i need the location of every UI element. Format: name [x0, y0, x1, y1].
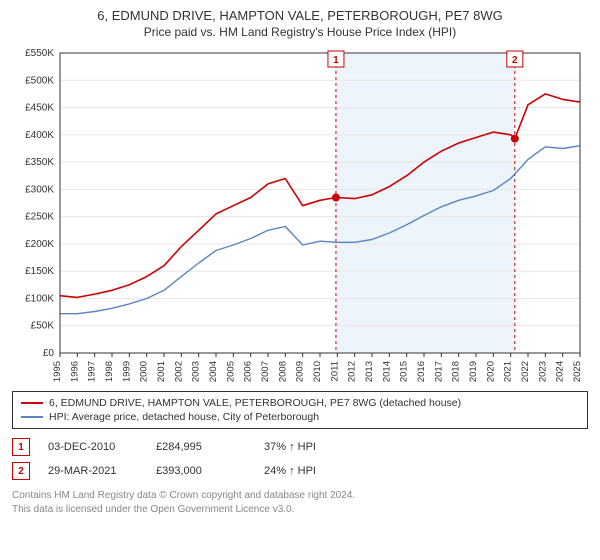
svg-text:2019: 2019 [468, 361, 479, 382]
svg-text:1998: 1998 [104, 361, 115, 382]
svg-text:£150K: £150K [25, 266, 54, 277]
svg-text:2003: 2003 [191, 361, 202, 382]
svg-text:£250K: £250K [25, 212, 54, 223]
svg-text:2022: 2022 [520, 361, 531, 382]
sale-pct: 37% ↑ HPI [264, 441, 324, 453]
chart-title: 6, EDMUND DRIVE, HAMPTON VALE, PETERBORO… [12, 8, 588, 23]
svg-text:1996: 1996 [69, 361, 80, 382]
sale-date: 29-MAR-2021 [48, 465, 138, 477]
sale-marker-icon: 1 [12, 438, 30, 456]
chart-area: £0 £50K £100K £150K £200K £250K £300K £350K £400… [12, 45, 588, 385]
arrow-up-icon: ↑ [289, 465, 295, 477]
sale-date: 03-DEC-2010 [48, 441, 138, 453]
svg-text:2012: 2012 [347, 361, 358, 382]
sale-marker-icon: 2 [12, 462, 30, 480]
sales-row: 2 29-MAR-2021 £393,000 24% ↑ HPI [12, 459, 588, 483]
footer-line: This data is licensed under the Open Gov… [12, 503, 588, 517]
svg-text:£0: £0 [43, 348, 55, 359]
legend-swatch [21, 402, 43, 404]
svg-text:£300K: £300K [25, 184, 54, 195]
svg-text:2002: 2002 [173, 361, 184, 382]
svg-text:2014: 2014 [381, 361, 392, 382]
legend-box: 6, EDMUND DRIVE, HAMPTON VALE, PETERBORO… [12, 391, 588, 429]
svg-text:£200K: £200K [25, 239, 54, 250]
svg-text:£50K: £50K [31, 321, 55, 332]
svg-text:2017: 2017 [433, 361, 444, 382]
svg-text:2001: 2001 [156, 361, 167, 382]
footer-attribution: Contains HM Land Registry data © Crown c… [12, 489, 588, 516]
svg-text:2004: 2004 [208, 361, 219, 382]
svg-text:£100K: £100K [25, 293, 54, 304]
svg-text:£450K: £450K [25, 103, 54, 114]
svg-text:2011: 2011 [329, 361, 340, 381]
line-chart-svg: £0 £50K £100K £150K £200K £250K £300K £350K £400… [12, 45, 588, 385]
legend-label: HPI: Average price, detached house, City… [49, 411, 319, 423]
sale-price: £284,995 [156, 441, 246, 453]
legend-item: 6, EDMUND DRIVE, HAMPTON VALE, PETERBORO… [21, 396, 579, 410]
svg-text:2018: 2018 [451, 361, 462, 382]
svg-text:1997: 1997 [87, 361, 98, 382]
svg-text:2009: 2009 [295, 361, 306, 382]
svg-text:1995: 1995 [52, 361, 63, 382]
svg-text:£400K: £400K [25, 130, 54, 141]
chart-container: 6, EDMUND DRIVE, HAMPTON VALE, PETERBORO… [0, 0, 600, 524]
sale-price: £393,000 [156, 465, 246, 477]
svg-text:2013: 2013 [364, 361, 375, 382]
title-block: 6, EDMUND DRIVE, HAMPTON VALE, PETERBORO… [12, 8, 588, 39]
svg-text:£550K: £550K [25, 48, 54, 59]
svg-text:2: 2 [512, 55, 518, 66]
svg-text:1999: 1999 [121, 361, 132, 382]
arrow-up-icon: ↑ [289, 441, 295, 453]
svg-text:2025: 2025 [572, 361, 583, 382]
svg-text:1: 1 [333, 55, 339, 66]
svg-text:2010: 2010 [312, 361, 323, 382]
svg-text:2021: 2021 [503, 361, 514, 382]
svg-text:2008: 2008 [277, 361, 288, 382]
svg-text:2007: 2007 [260, 361, 271, 382]
footer-line: Contains HM Land Registry data © Crown c… [12, 489, 588, 503]
svg-text:2000: 2000 [139, 361, 150, 382]
sales-row: 1 03-DEC-2010 £284,995 37% ↑ HPI [12, 435, 588, 459]
svg-text:2016: 2016 [416, 361, 427, 382]
svg-text:£500K: £500K [25, 75, 54, 86]
svg-text:£350K: £350K [25, 157, 54, 168]
svg-text:2024: 2024 [555, 361, 566, 382]
svg-text:2006: 2006 [243, 361, 254, 382]
sale-pct: 24% ↑ HPI [264, 465, 324, 477]
legend-label: 6, EDMUND DRIVE, HAMPTON VALE, PETERBORO… [49, 397, 461, 409]
svg-text:2020: 2020 [485, 361, 496, 382]
sales-table: 1 03-DEC-2010 £284,995 37% ↑ HPI 2 29-MA… [12, 435, 588, 483]
legend-item: HPI: Average price, detached house, City… [21, 410, 579, 424]
chart-subtitle: Price paid vs. HM Land Registry's House … [12, 25, 588, 39]
svg-text:2015: 2015 [399, 361, 410, 382]
svg-text:2023: 2023 [537, 361, 548, 382]
legend-swatch [21, 416, 43, 418]
svg-text:2005: 2005 [225, 361, 236, 382]
